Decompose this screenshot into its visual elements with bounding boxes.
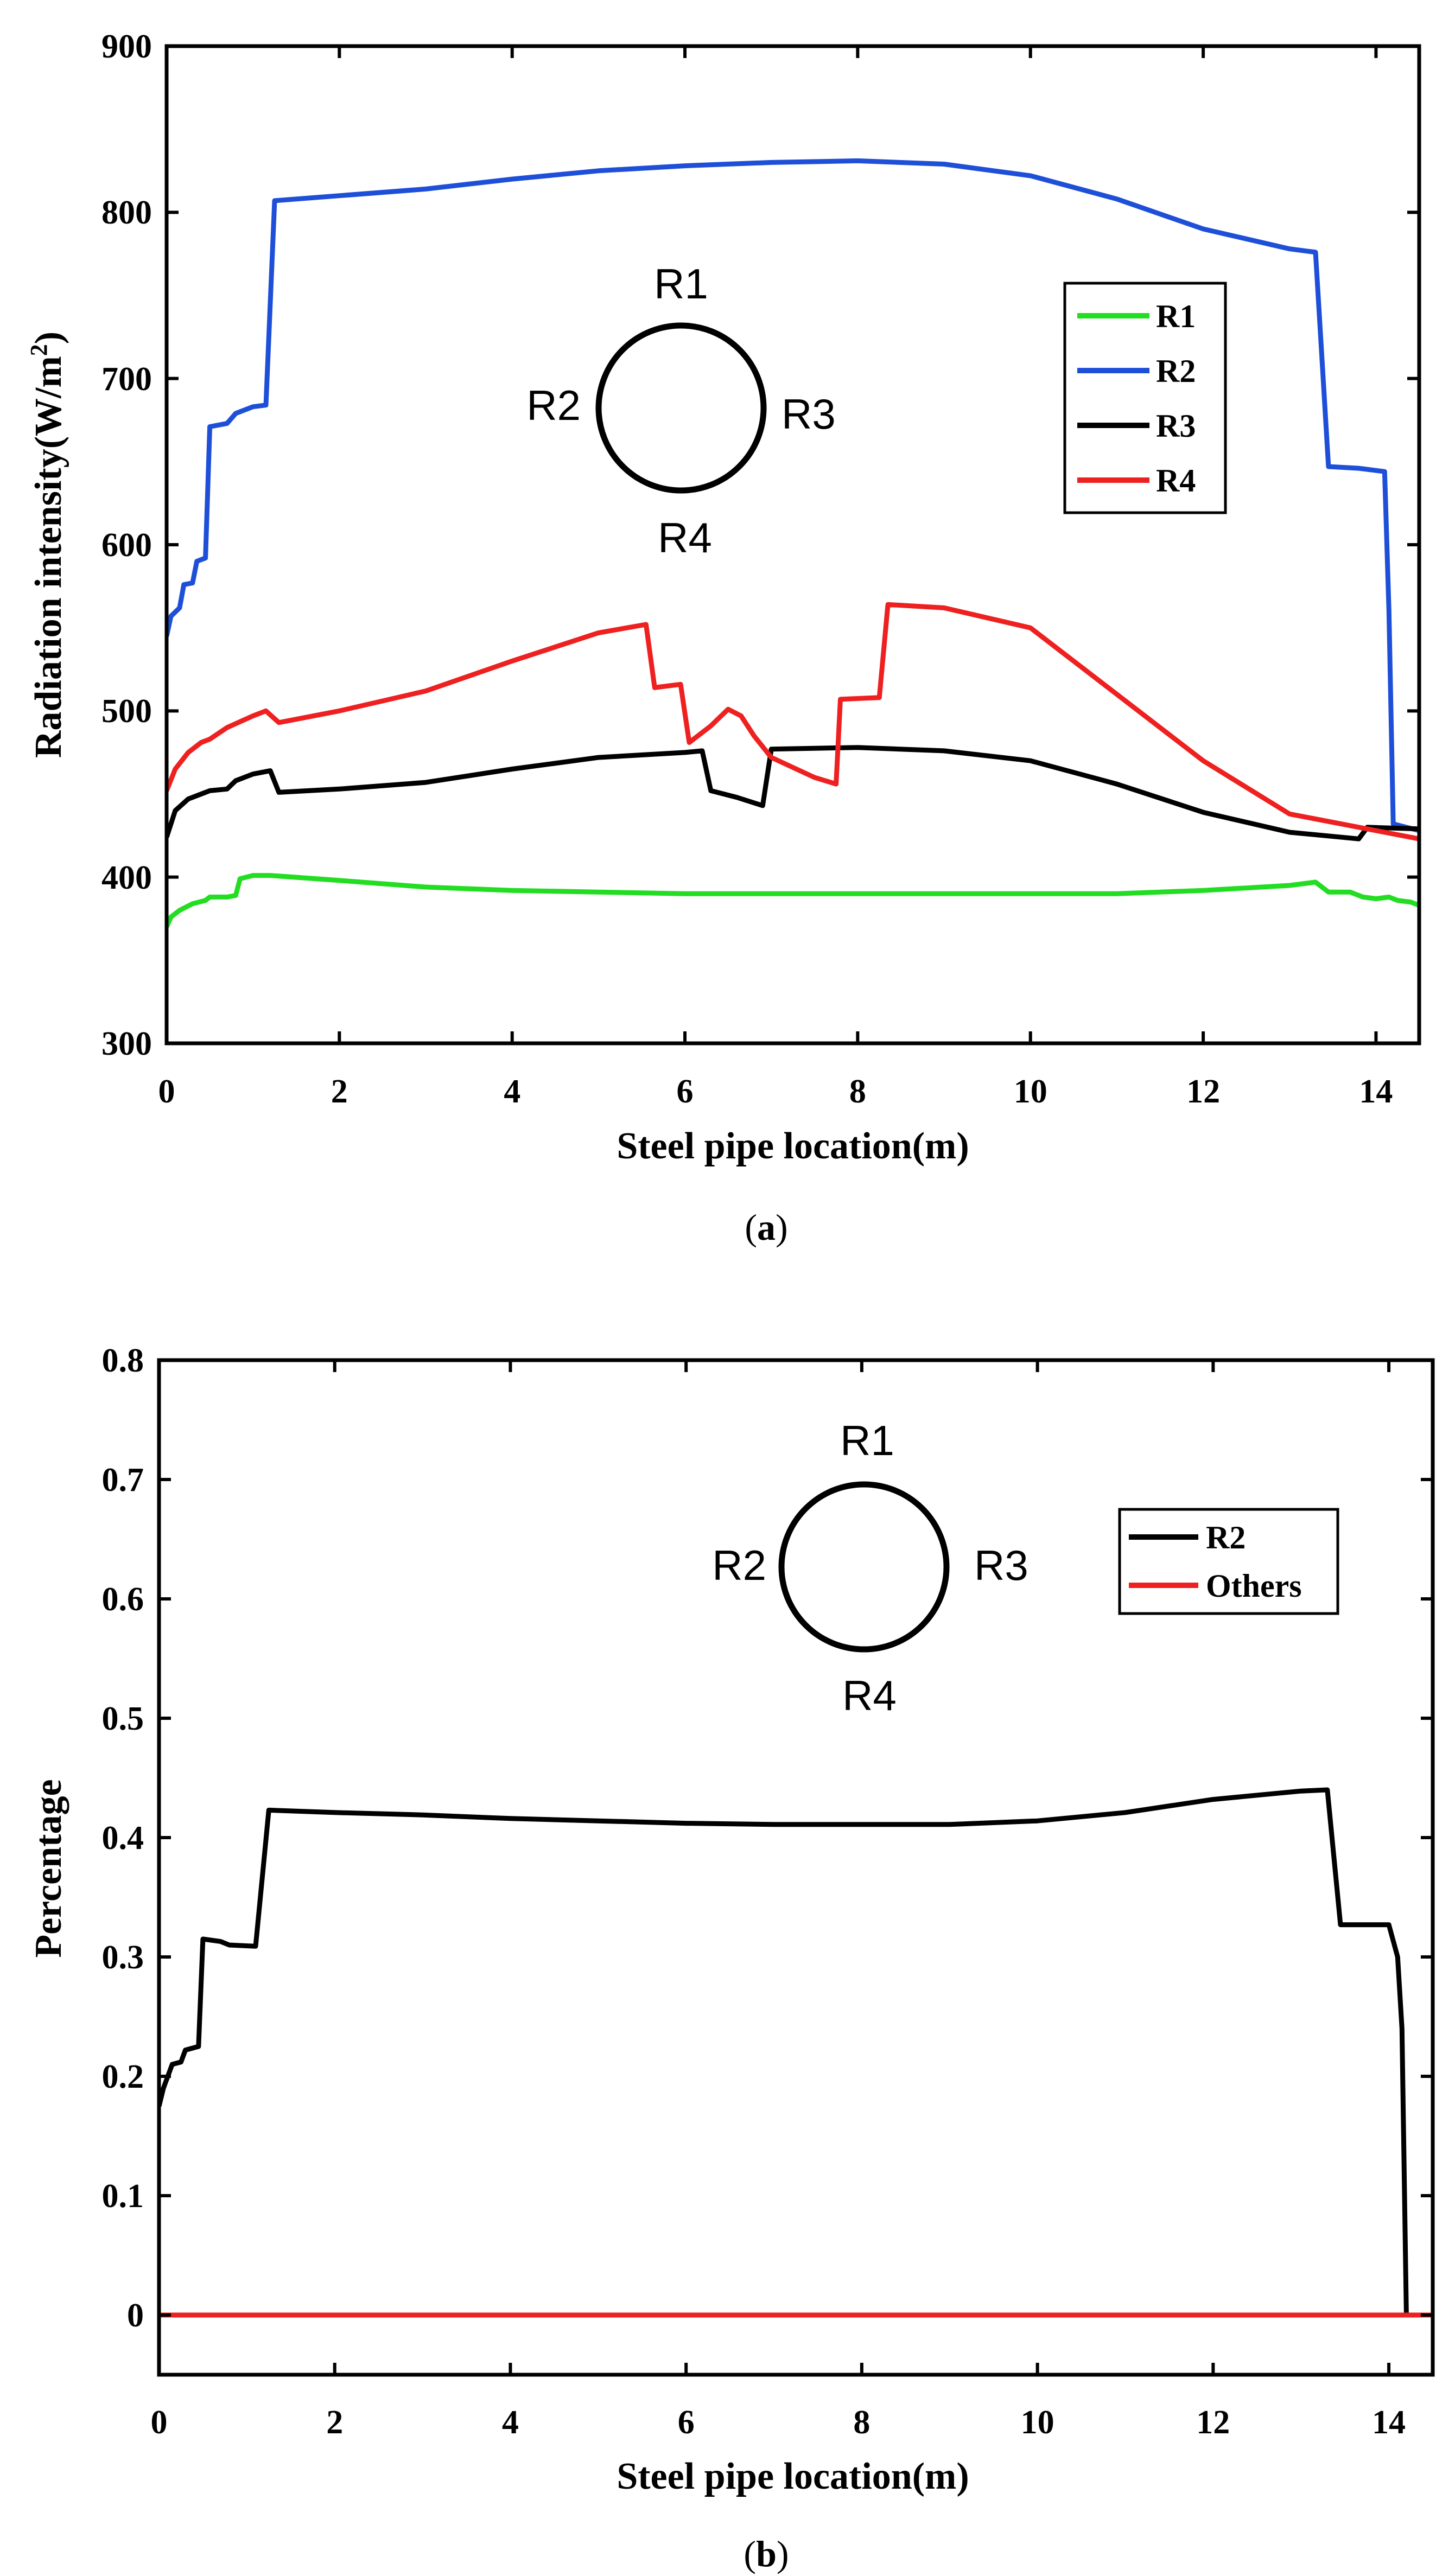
panel-b-y-axis-label: Percentage bbox=[28, 1779, 69, 1957]
panel-a-series-r2-line bbox=[167, 158, 1419, 833]
panel-b-xtick-label: 0 bbox=[151, 2404, 168, 2441]
panel-b-y-axis-label-main: Percentage bbox=[28, 1779, 69, 1957]
panel-a-legend-label-r2: R2 bbox=[1156, 353, 1196, 389]
panel-b-x-axis-label: Steel pipe location(m) bbox=[617, 2456, 969, 2497]
panel-b-inset-label-left: R2 bbox=[712, 1541, 766, 1589]
panel-b-ytick-label: 0.2 bbox=[102, 2058, 144, 2095]
panel-a-tick-labels-x: 0 2 4 6 8 10 12 14 bbox=[158, 1073, 1393, 1110]
panel-a: 0 2 4 6 8 10 12 14 300 400 500 600 700 8… bbox=[26, 28, 1421, 1248]
panel-b-ytick-label: 0.1 bbox=[102, 2178, 144, 2215]
panel-a-tick-labels-y: 300 400 500 600 700 800 900 bbox=[101, 28, 152, 1062]
panel-a-ytick-label: 400 bbox=[101, 859, 152, 896]
panel-b-xtick-label: 6 bbox=[678, 2404, 695, 2441]
panel-a-legend-entry: R4 bbox=[1077, 463, 1196, 499]
panel-a-y-axis-label-main: Radiation intensity(W/m bbox=[28, 356, 69, 758]
panel-a-xtick-label: 6 bbox=[677, 1073, 694, 1110]
panel-a-inset-pipe-circle bbox=[595, 322, 767, 494]
panel-a-inset-label-right: R3 bbox=[781, 390, 836, 438]
panel-b-legend-entry: R2 bbox=[1129, 1520, 1246, 1555]
panel-a-xtick-label: 14 bbox=[1359, 1073, 1393, 1110]
panel-b-series-layer bbox=[159, 1787, 1433, 2318]
panel-b-xtick-label: 12 bbox=[1196, 2404, 1230, 2441]
panel-a-legend-label-r1: R1 bbox=[1156, 298, 1196, 334]
panel-a-series-layer bbox=[167, 158, 1419, 928]
panel-b-inset-label-top: R1 bbox=[840, 1417, 894, 1464]
panel-a-inset-label-bottom: R4 bbox=[658, 514, 712, 562]
panel-b-ytick-label: 0.4 bbox=[102, 1820, 144, 1857]
panel-b-tick-labels-y: 0 0.1 0.2 0.3 0.4 0.5 0.6 0.7 0.8 bbox=[102, 1342, 144, 2334]
panel-a-x-axis-label: Steel pipe location(m) bbox=[617, 1125, 969, 1167]
panel-b-caption-close: ) bbox=[777, 2533, 789, 2574]
panel-a-ticks bbox=[165, 44, 1419, 1045]
panel-a-xtick-label: 12 bbox=[1186, 1073, 1220, 1110]
panel-a-series-r1-line bbox=[167, 873, 1419, 928]
panel-b-ytick-label: 0.3 bbox=[102, 1939, 144, 1976]
panel-a-ytick-label: 600 bbox=[101, 527, 152, 564]
panel-a-xtick-label: 2 bbox=[331, 1073, 348, 1110]
panel-a-xtick-label: 8 bbox=[849, 1073, 866, 1110]
panel-a-legend-box bbox=[1063, 282, 1227, 514]
panel-a-legend-entry: R3 bbox=[1077, 408, 1196, 444]
panel-b-legend-box bbox=[1118, 1508, 1339, 1615]
panel-b-plot-area bbox=[157, 1358, 1435, 2377]
panel-b-legend-label-others: Others bbox=[1206, 1568, 1302, 1604]
panel-b-ytick-label: 0.5 bbox=[102, 1700, 144, 1737]
panel-a-inset-diagram: R1 R2 R3 R4 bbox=[526, 260, 835, 562]
panel-a-caption-close: ) bbox=[776, 1207, 788, 1248]
panel-b-caption-letter: b bbox=[756, 2533, 777, 2574]
panel-a-series-r4-line bbox=[167, 602, 1419, 841]
panel-a-y-axis-label: Radiation intensity(W/m2) bbox=[26, 331, 69, 758]
panel-a-legend-label-r4: R4 bbox=[1156, 463, 1196, 499]
panel-a-inset-label-top: R1 bbox=[654, 260, 708, 308]
panel-a-legend-entry: R1 bbox=[1077, 298, 1196, 334]
panel-a-caption: (a) bbox=[745, 1207, 787, 1248]
panel-a-xtick-label: 0 bbox=[158, 1073, 175, 1110]
panel-b-xtick-label: 8 bbox=[853, 2404, 870, 2441]
panel-a-caption-open: ( bbox=[745, 1207, 757, 1248]
panel-a-xtick-label: 4 bbox=[504, 1073, 520, 1110]
panel-a-y-axis-label-close: ) bbox=[28, 331, 69, 344]
panel-b-legend-label-r2: R2 bbox=[1206, 1520, 1246, 1555]
panel-a-ytick-label: 900 bbox=[101, 28, 152, 65]
panel-b-ytick-label: 0.8 bbox=[102, 1342, 144, 1379]
panel-a-ytick-label: 500 bbox=[101, 693, 152, 730]
panel-b-caption-open: ( bbox=[744, 2533, 756, 2574]
panel-b: 0 2 4 6 8 10 12 14 0 0.1 0.2 0.3 0.4 0.5… bbox=[28, 1342, 1435, 2574]
panel-a-legend-entry: R2 bbox=[1077, 353, 1196, 389]
panel-b-axes-frame bbox=[157, 1358, 1435, 2377]
panel-a-ytick-label: 300 bbox=[101, 1025, 152, 1062]
panel-b-inset-diagram: R1 R2 R3 R4 bbox=[712, 1417, 1028, 1719]
panel-b-ticks bbox=[157, 1359, 1433, 2375]
panel-b-legend-entry: Others bbox=[1129, 1568, 1302, 1604]
panel-b-inset-pipe-circle bbox=[778, 1481, 950, 1653]
panel-b-xtick-label: 10 bbox=[1021, 2404, 1054, 2441]
panel-a-inset-label-left: R2 bbox=[526, 381, 581, 429]
panel-b-caption: (b) bbox=[744, 2533, 789, 2574]
panel-b-inset-label-bottom: R4 bbox=[842, 1672, 897, 1719]
panel-a-ytick-label: 800 bbox=[101, 194, 152, 231]
panel-a-caption-letter: a bbox=[757, 1207, 776, 1248]
panel-a-legend: R1 R2 R3 R4 bbox=[1063, 282, 1227, 514]
panel-b-series-r2-line bbox=[159, 1787, 1409, 2316]
panel-a-plot-clip bbox=[167, 158, 1419, 928]
panel-b-inset-label-right: R3 bbox=[974, 1541, 1028, 1589]
panel-b-ytick-label: 0.6 bbox=[102, 1581, 144, 1618]
panel-b-xtick-label: 4 bbox=[502, 2404, 519, 2441]
panel-b-tick-labels-x: 0 2 4 6 8 10 12 14 bbox=[151, 2404, 1406, 2441]
panel-b-ytick-label: 0 bbox=[127, 2297, 144, 2334]
panel-a-series-r3-line bbox=[167, 745, 1419, 841]
panel-a-y-axis-label-superscript: 2 bbox=[26, 344, 52, 356]
panel-b-legend: R2 Others bbox=[1118, 1508, 1339, 1615]
panel-b-ytick-label: 0.7 bbox=[102, 1462, 144, 1499]
panel-a-ytick-label: 700 bbox=[101, 361, 152, 398]
panel-a-plot-area bbox=[164, 44, 1421, 1045]
panel-a-legend-label-r3: R3 bbox=[1156, 408, 1196, 444]
panel-b-xtick-label: 2 bbox=[326, 2404, 343, 2441]
panel-a-xtick-label: 10 bbox=[1014, 1073, 1047, 1110]
panel-b-plot-clip bbox=[159, 1787, 1433, 2318]
panel-b-xtick-label: 14 bbox=[1372, 2404, 1406, 2441]
